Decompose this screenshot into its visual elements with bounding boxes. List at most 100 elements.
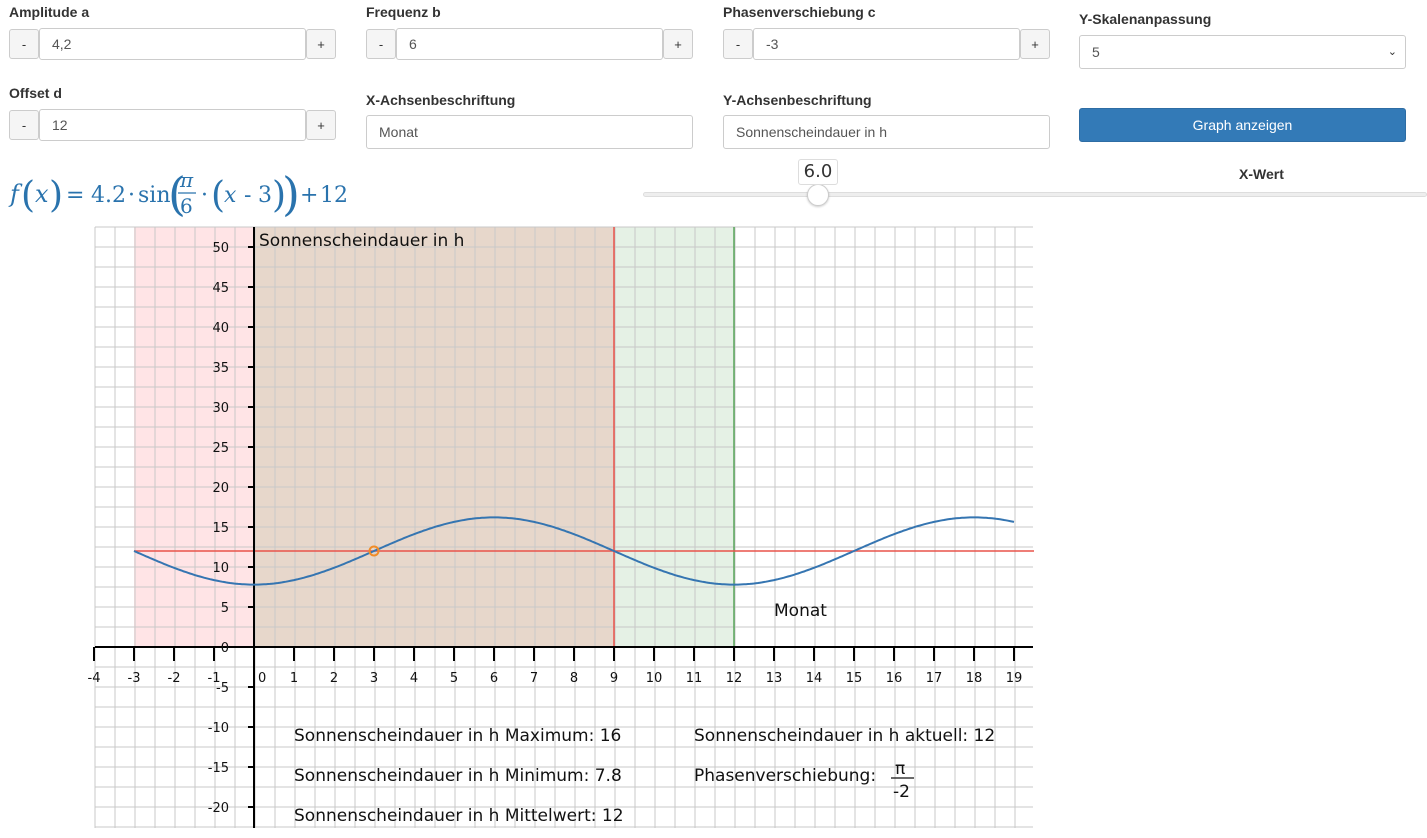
x-value-readout: 6.0: [798, 159, 838, 185]
y-tick-label: -10: [208, 721, 229, 736]
x-tick-label: 8: [570, 671, 578, 686]
offset-minus-button[interactable]: -: [9, 110, 39, 140]
x-tick-label: 10: [646, 671, 663, 686]
show-graph-button[interactable]: Graph anzeigen: [1079, 108, 1406, 142]
phase-minus-button[interactable]: -: [723, 29, 753, 59]
x-tick-label: 5: [450, 671, 458, 686]
function-formula: f ( x ) = 4.2 · sin ( π 6 · ( x - 3 ) ) …: [8, 167, 348, 221]
x-value-label: X-Wert: [1239, 166, 1284, 182]
formula-paren: (: [211, 175, 225, 216]
formula-x: x: [224, 183, 237, 208]
stat-phase-numerator: π: [895, 759, 905, 779]
amplitude-label: Amplitude a: [9, 4, 90, 20]
formula-dot: ·: [201, 183, 208, 208]
xlabel-input[interactable]: [366, 115, 693, 149]
frequency-label: Frequenz b: [366, 4, 441, 20]
x-tick-label: 14: [806, 671, 823, 686]
yscale-label: Y-Skalenanpassung: [1079, 11, 1212, 27]
offset-plus-button[interactable]: +: [306, 110, 336, 140]
y-tick-label: -20: [208, 801, 229, 816]
x-tick-label: 17: [926, 671, 943, 686]
stat-minimum: Sonnenscheindauer in h Minimum: 7.8: [294, 766, 622, 786]
x-tick-label: 0: [258, 671, 266, 686]
x-tick-label: 15: [846, 671, 863, 686]
ylabel-input[interactable]: [723, 115, 1050, 149]
y-tick-label: 25: [212, 441, 229, 456]
formula-paren: (: [168, 167, 186, 221]
y-tick-label: 40: [212, 321, 229, 336]
phase-input[interactable]: [753, 28, 1020, 60]
stat-phase-denominator: -2: [893, 782, 910, 802]
y-tick-label: -5: [216, 681, 229, 696]
x-tick-label: 12: [726, 671, 743, 686]
x-tick-label: 3: [370, 671, 378, 686]
x-tick-label: -1: [208, 671, 221, 686]
x-tick-label: 11: [686, 671, 703, 686]
ylabel-field-label: Y-Achsenbeschriftung: [723, 92, 872, 108]
y-tick-label: 5: [221, 601, 229, 616]
phase-label: Phasenverschiebung c: [723, 4, 876, 20]
formula-dot: ·: [128, 183, 135, 208]
shaded-region: [134, 227, 254, 647]
yscale-selected-value: 5: [1092, 44, 1100, 60]
formula-minus: -: [244, 183, 251, 208]
formula-paren: ): [272, 175, 286, 216]
y-tick-label: 10: [212, 561, 229, 576]
formula-x: x: [35, 180, 49, 208]
frequency-minus-button[interactable]: -: [366, 29, 396, 59]
x-tick-label: 13: [766, 671, 783, 686]
x-axis-title: Monat: [774, 601, 827, 621]
stat-mean: Sonnenscheindauer in h Mittelwert: 12: [294, 806, 624, 826]
x-tick-label: -3: [128, 671, 141, 686]
stat-current: Sonnenscheindauer in h aktuell: 12: [694, 726, 995, 746]
x-tick-label: 6: [490, 671, 498, 686]
x-tick-label: -2: [168, 671, 181, 686]
x-tick-label: 18: [966, 671, 983, 686]
shaded-region: [614, 227, 734, 647]
offset-input[interactable]: [39, 109, 306, 141]
shaded-region: [254, 227, 614, 647]
xlabel-field-label: X-Achsenbeschriftung: [366, 92, 516, 108]
stat-maximum: Sonnenscheindauer in h Maximum: 16: [294, 726, 621, 746]
x-tick-label: 9: [610, 671, 618, 686]
amplitude-plus-button[interactable]: +: [306, 29, 336, 59]
offset-label: Offset d: [9, 85, 62, 101]
frequency-input[interactable]: [396, 28, 663, 60]
x-tick-label: 19: [1006, 671, 1023, 686]
frequency-plus-button[interactable]: +: [663, 29, 693, 59]
x-value-slider-container: 6.0 X-Wert: [643, 150, 1427, 210]
y-tick-label: 15: [212, 521, 229, 536]
formula-phase: 3: [258, 183, 272, 208]
formula-equals: =: [66, 183, 84, 208]
x-tick-label: 16: [886, 671, 903, 686]
formula-offset: 12: [320, 183, 348, 208]
x-tick-label: 1: [290, 671, 298, 686]
sine-curve: [133, 516, 1015, 586]
y-axis-title: Sonnenscheindauer in h: [259, 231, 464, 251]
formula-paren: (: [21, 175, 35, 216]
y-tick-label: 45: [212, 281, 229, 296]
y-tick-label: -15: [208, 761, 229, 776]
formula-pi: π: [179, 168, 194, 192]
phase-plus-button[interactable]: +: [1020, 29, 1050, 59]
x-tick-label: 4: [410, 671, 418, 686]
formula-sin: sin: [138, 183, 171, 208]
y-tick-label: 20: [212, 481, 229, 496]
amplitude-input[interactable]: [39, 28, 306, 60]
formula-frequency: 6: [180, 194, 193, 218]
y-tick-label: 0: [221, 641, 229, 656]
amplitude-minus-button[interactable]: -: [9, 29, 39, 59]
formula-paren: ): [49, 175, 63, 216]
yscale-select[interactable]: 5 ⌄: [1079, 35, 1406, 69]
y-tick-label: 35: [212, 361, 229, 376]
formula-amplitude: 4.2: [91, 183, 126, 208]
formula-plus: +: [300, 183, 318, 208]
y-tick-label: 30: [212, 401, 229, 416]
y-tick-label: 50: [212, 241, 229, 256]
chevron-down-icon: ⌄: [1387, 46, 1397, 58]
formula-paren: ): [282, 167, 300, 221]
x-tick-label: -4: [88, 671, 101, 686]
stat-phase-label: Phasenverschiebung:: [694, 766, 876, 786]
x-tick-label: 2: [330, 671, 338, 686]
